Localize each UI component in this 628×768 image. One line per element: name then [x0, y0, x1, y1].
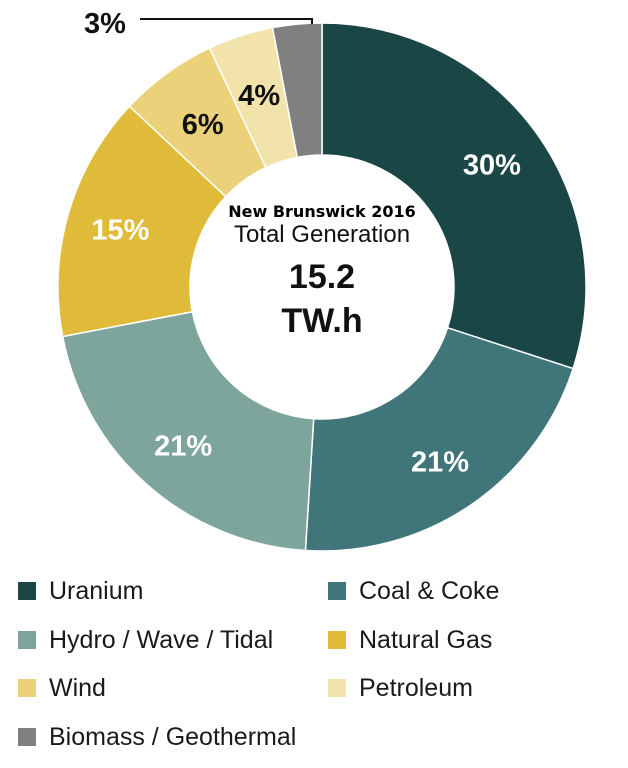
- legend-swatch-biomass: [18, 728, 36, 746]
- legend-swatch-wind: [18, 679, 36, 697]
- legend-label-wind: Wind: [49, 673, 106, 702]
- legend-label-natural-gas: Natural Gas: [359, 625, 493, 654]
- slice-label-hydro-wave-tidal: 21%: [154, 431, 212, 463]
- legend-swatch-coal-coke: [328, 582, 346, 600]
- legend-swatch-hydro: [18, 631, 36, 649]
- center-title: New Brunswick 2016: [228, 202, 415, 221]
- legend-item-coal-coke: Coal & Coke: [328, 576, 499, 606]
- slice-labels-group: 30% 21% 21% 15% 6% 4% 3%: [84, 8, 521, 479]
- legend-item-natural-gas: Natural Gas: [328, 625, 492, 655]
- donut-chart: 30% 21% 21% 15% 6% 4% 3% New Brunswick 2016 To…: [57, 8, 587, 552]
- donut-hole: [190, 155, 454, 419]
- legend-label-petroleum: Petroleum: [359, 673, 473, 702]
- legend-swatch-natural-gas: [328, 631, 346, 649]
- legend-item-hydro: Hydro / Wave / Tidal: [18, 625, 273, 655]
- legend-swatch-uranium: [18, 582, 36, 600]
- slice-label-natural-gas: 15%: [91, 214, 149, 246]
- slice-label-uranium: 30%: [463, 150, 521, 182]
- legend-item-petroleum: Petroleum: [328, 673, 473, 703]
- legend-item-uranium: Uranium: [18, 576, 143, 606]
- legend-label-biomass: Biomass / Geothermal: [49, 722, 297, 751]
- slice-label-petroleum: 4%: [238, 80, 280, 112]
- legend-label-uranium: Uranium: [49, 576, 144, 605]
- legend-item-biomass: Biomass / Geothermal: [18, 722, 296, 752]
- slice-label-coal-coke: 21%: [411, 447, 469, 479]
- center-value: 15.2: [289, 258, 355, 296]
- callout-line-biomass-geothermal: [140, 18, 313, 25]
- slices-group: [57, 22, 587, 552]
- legend-label-hydro: Hydro / Wave / Tidal: [49, 625, 274, 654]
- legend-swatch-petroleum: [328, 679, 346, 697]
- legend-item-wind: Wind: [18, 673, 106, 703]
- slice-label-wind: 6%: [182, 109, 224, 141]
- center-subtitle: Total Generation: [234, 221, 410, 248]
- center-unit: TW.h: [281, 302, 362, 340]
- slice-label-biomass-geothermal: 3%: [84, 8, 126, 40]
- legend-label-coal-coke: Coal & Coke: [359, 576, 500, 605]
